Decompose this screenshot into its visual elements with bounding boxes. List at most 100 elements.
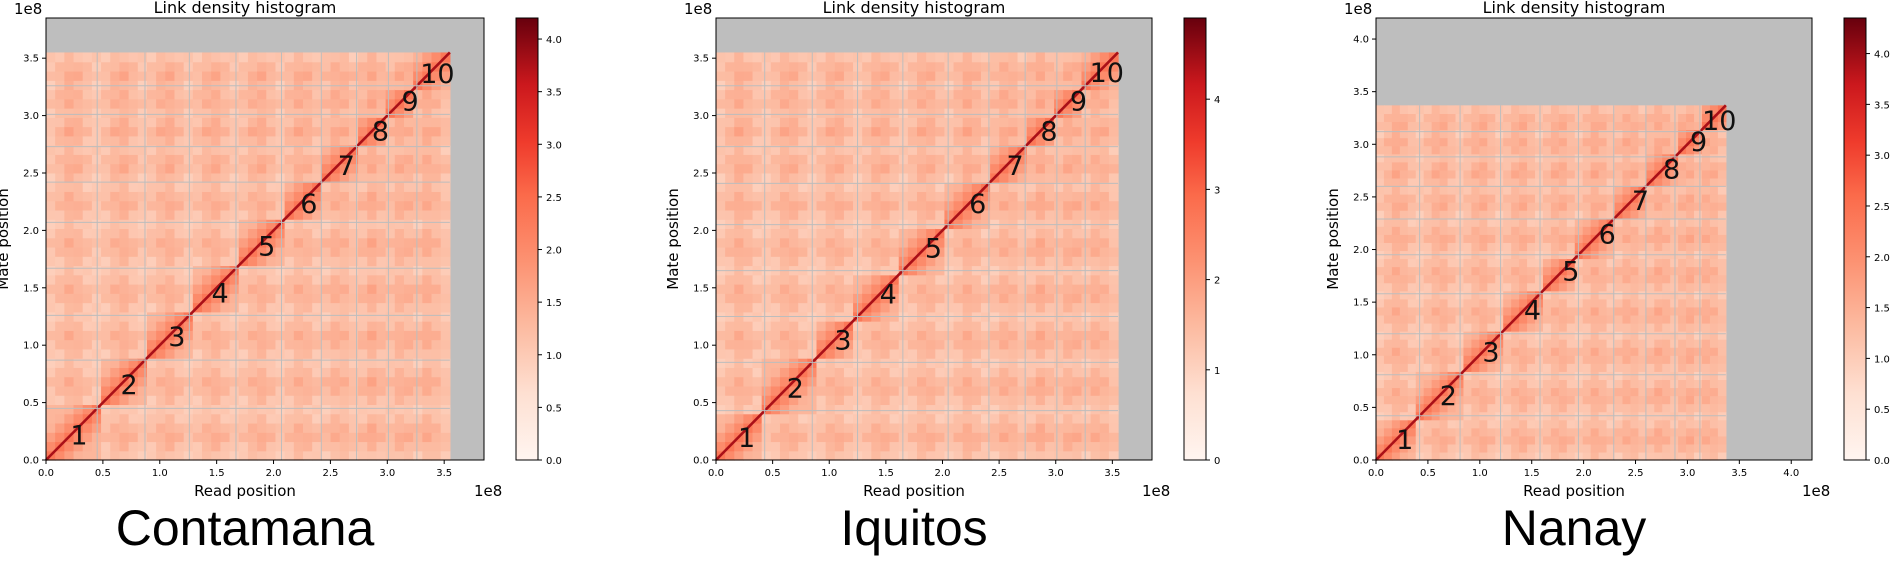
heatmap-cell bbox=[1479, 435, 1488, 445]
heatmap-cell bbox=[1527, 234, 1536, 243]
heatmap-cell bbox=[174, 274, 185, 285]
heatmap-cell bbox=[238, 52, 249, 63]
heatmap-cell bbox=[101, 367, 111, 378]
heatmap-cell bbox=[1519, 298, 1528, 308]
heatmap-cell bbox=[431, 135, 442, 146]
heatmap-cell bbox=[82, 330, 93, 341]
heatmap-cell bbox=[82, 302, 93, 313]
heatmap-cell bbox=[1035, 182, 1046, 192]
heatmap-cell bbox=[935, 358, 946, 368]
heatmap-cell bbox=[1391, 331, 1401, 340]
heatmap-cell bbox=[46, 80, 56, 91]
heatmap-cell bbox=[266, 89, 277, 100]
heatmap-cell bbox=[825, 70, 836, 81]
heatmap-cell bbox=[275, 274, 286, 285]
heatmap-cell bbox=[156, 52, 166, 63]
heatmap-cell bbox=[1391, 282, 1401, 292]
x-offset-label: 1e8 bbox=[1142, 482, 1170, 500]
heatmap-cell bbox=[999, 293, 1009, 304]
heatmap-cell bbox=[1044, 52, 1055, 63]
heatmap-cell bbox=[1063, 80, 1073, 91]
heatmap-cell bbox=[779, 432, 790, 443]
heatmap-cell bbox=[743, 70, 754, 81]
heatmap-cell bbox=[734, 52, 745, 63]
heatmap-cell bbox=[422, 191, 433, 202]
heatmap-cell bbox=[82, 70, 93, 81]
heatmap-cell bbox=[1471, 314, 1480, 324]
heatmap-cell bbox=[202, 256, 212, 267]
heatmap-cells bbox=[1376, 105, 1727, 461]
heatmap-cell bbox=[971, 108, 982, 118]
heatmap-cell bbox=[1026, 441, 1037, 452]
heatmap-cell bbox=[367, 228, 378, 239]
heatmap-cell bbox=[1376, 202, 1385, 211]
heatmap-cell bbox=[229, 70, 240, 81]
heatmap-cell bbox=[1072, 293, 1083, 304]
heatmap-cell bbox=[1511, 298, 1520, 308]
heatmap-cell bbox=[1535, 355, 1544, 364]
heatmap-cell bbox=[1026, 126, 1037, 137]
heatmap-cell bbox=[73, 358, 84, 368]
heatmap-cell bbox=[1447, 194, 1457, 203]
heatmap-cell bbox=[321, 385, 332, 396]
heatmap-cell bbox=[1535, 274, 1544, 284]
heatmap-cell bbox=[275, 117, 286, 128]
heatmap-cell bbox=[348, 395, 359, 406]
heatmap-cell bbox=[183, 117, 194, 128]
heatmap-cell bbox=[183, 237, 194, 248]
heatmap-cell bbox=[64, 237, 75, 248]
heatmap-cell bbox=[394, 450, 405, 461]
heatmap-cell bbox=[761, 274, 772, 285]
heatmap-cell bbox=[907, 172, 918, 183]
heatmap-cell bbox=[46, 182, 56, 192]
heatmap-cell bbox=[137, 70, 148, 81]
heatmap-cell bbox=[339, 302, 350, 313]
heatmap-cell bbox=[1063, 413, 1073, 424]
heatmap-cell bbox=[898, 61, 909, 72]
heatmap-cell bbox=[944, 172, 955, 183]
y-tick-label: 3.0 bbox=[693, 111, 709, 122]
heatmap-cell bbox=[82, 228, 93, 239]
heatmap-cell bbox=[725, 228, 735, 239]
heatmap-cell bbox=[1035, 145, 1046, 155]
heatmap-cell bbox=[367, 265, 378, 276]
heatmap-cell bbox=[1108, 422, 1119, 433]
heatmap-cell bbox=[1535, 435, 1544, 445]
heatmap-cell bbox=[798, 219, 808, 230]
heatmap-cell bbox=[1090, 274, 1101, 285]
heatmap-cell bbox=[1479, 355, 1488, 364]
heatmap-cell bbox=[907, 385, 918, 396]
heatmap-cell bbox=[257, 108, 267, 118]
heatmap-cell bbox=[1017, 228, 1028, 239]
heatmap-cell bbox=[1479, 371, 1488, 380]
heatmap-cell bbox=[229, 135, 240, 146]
heatmap-cell bbox=[46, 330, 56, 341]
heatmap-cell bbox=[257, 358, 267, 368]
heatmap-cell bbox=[284, 145, 295, 155]
heatmap-cell bbox=[1542, 347, 1552, 356]
heatmap-cell bbox=[926, 348, 936, 359]
heatmap-cell bbox=[257, 145, 267, 155]
heatmap-cell bbox=[64, 274, 75, 285]
heatmap-cell bbox=[999, 70, 1009, 81]
heatmap-cell bbox=[257, 413, 267, 424]
heatmap-cell bbox=[953, 284, 964, 294]
heatmap-cell bbox=[1391, 177, 1401, 187]
heatmap-cell bbox=[284, 450, 295, 461]
heatmap-cell bbox=[1044, 404, 1055, 415]
heatmap-cell bbox=[825, 422, 836, 433]
heatmap-cell bbox=[376, 52, 387, 63]
heatmap-cell bbox=[1535, 194, 1544, 203]
heatmap-cell bbox=[1447, 105, 1457, 115]
heatmap-cell bbox=[1463, 129, 1473, 139]
heatmap-cell bbox=[1527, 371, 1536, 380]
heatmap-cell bbox=[1519, 153, 1528, 163]
heatmap-cell bbox=[422, 385, 433, 396]
heatmap-cell bbox=[1026, 117, 1037, 128]
heatmap-cell bbox=[889, 395, 900, 406]
heatmap-cell bbox=[1081, 98, 1092, 109]
heatmap-cell bbox=[413, 293, 423, 304]
heatmap-cell bbox=[73, 265, 84, 276]
heatmap-cell bbox=[376, 108, 387, 118]
heatmap-cell bbox=[1463, 185, 1473, 195]
